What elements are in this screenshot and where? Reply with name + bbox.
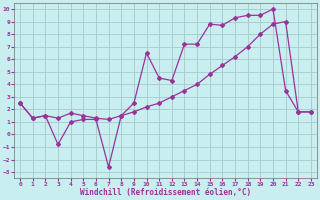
X-axis label: Windchill (Refroidissement éolien,°C): Windchill (Refroidissement éolien,°C) bbox=[80, 188, 251, 197]
